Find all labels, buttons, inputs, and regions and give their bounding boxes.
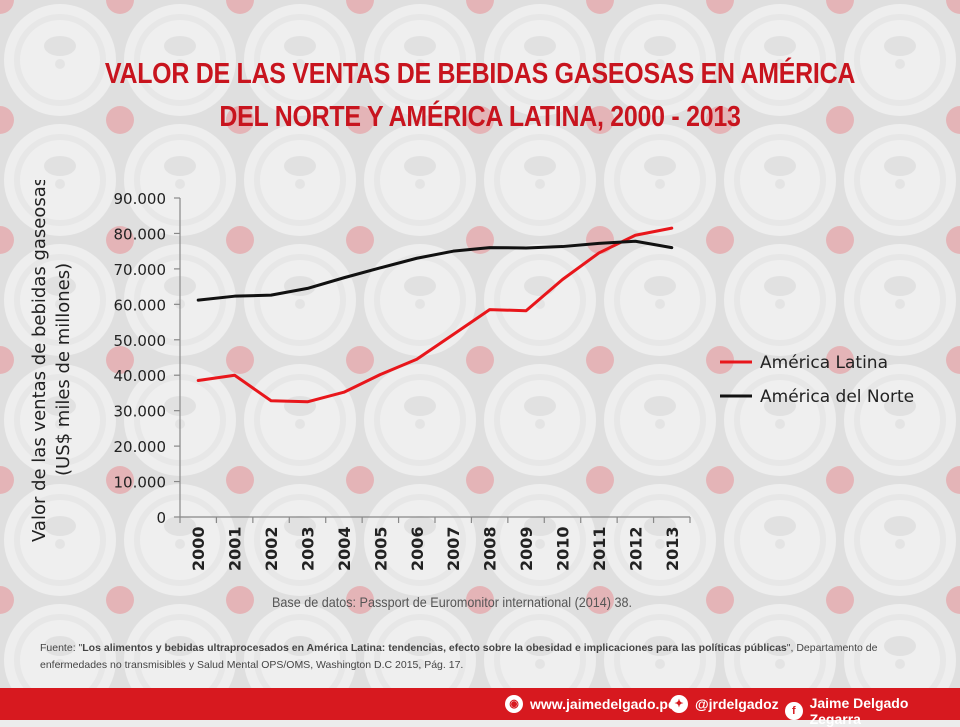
footer-twitter-text: @jrdelgadoz [695, 696, 779, 712]
y-tick-label: 30.000 [114, 403, 167, 421]
footnote-suffix: ", Departamento de enfermedades no trans… [40, 642, 878, 671]
y-tick-label: 0 [156, 509, 166, 527]
y-axis-title-line-1: Valor de las ventas de bebidas gaseosas [29, 180, 50, 542]
x-tick-label: 2009 [517, 526, 536, 571]
x-tick-label: 2007 [444, 526, 463, 571]
series-line-0 [196, 226, 674, 404]
x-tick-label: 2010 [554, 526, 573, 571]
legend-label: América Latina [760, 353, 888, 373]
footer-facebook-text: Jaime Delgado Zegarra [809, 695, 909, 727]
footer-twitter-link[interactable]: ✦ @jrdelgadoz [670, 695, 779, 713]
footnote: Fuente: "Los alimentos y bebidas ultrapr… [40, 640, 920, 674]
y-axis-ticks: 0 10.000 20.000 30.000 40.000 50.000 60.000 70.… [114, 190, 180, 527]
series-lines [196, 226, 674, 404]
y-tick-label: 40.000 [114, 367, 167, 385]
footnote-prefix: Fuente: " [40, 642, 83, 654]
x-tick-label: 2013 [663, 526, 682, 571]
x-tick-label: 2003 [299, 526, 318, 571]
y-tick-label: 60.000 [114, 296, 167, 314]
footer-website-link[interactable]: ◉ www.jaimedelgado.pe [505, 695, 676, 713]
page-title-line-1: VALOR DE LAS VENTAS DE BEBIDAS GASEOSAS … [104, 58, 856, 90]
x-axis-ticks: 2000 2001 2002 2003 2004 2005 2006 2007 2008 2009… [179, 517, 691, 571]
x-tick-label: 2011 [590, 526, 609, 571]
sales-line-chart: Valor de las ventas de bebidas gaseosas … [29, 180, 914, 571]
legend: América Latina América del Norte [720, 353, 914, 407]
footer-bar: ◉ www.jaimedelgado.pe ✦ @jrdelgadoz f Ja… [0, 688, 960, 727]
y-tick-label: 10.000 [114, 474, 167, 492]
series-line-1 [196, 239, 674, 302]
y-tick-label: 20.000 [114, 438, 167, 456]
x-tick-label: 2008 [481, 526, 500, 571]
legend-label: América del Norte [760, 387, 914, 407]
footnote-bold-title: Los alimentos y bebidas ultraprocesados … [82, 642, 787, 654]
twitter-icon: ✦ [670, 695, 688, 713]
x-tick-label: 2004 [335, 526, 354, 571]
data-source-note: Base de datos: Passport de Euromonitor i… [272, 594, 633, 610]
x-tick-label: 2002 [262, 526, 281, 571]
x-tick-label: 2001 [226, 526, 245, 571]
y-tick-label: 50.000 [114, 332, 167, 350]
x-tick-label: 2006 [408, 526, 427, 571]
y-axis-title: Valor de las ventas de bebidas gaseosas … [29, 180, 74, 542]
page-title-line-2: DEL NORTE Y AMÉRICA LATINA, 2000 - 2013 [219, 101, 741, 133]
x-tick-label: 2000 [189, 526, 208, 571]
footer-facebook-link[interactable]: f Jaime Delgado Zegarra [785, 695, 960, 727]
y-axis-title-line-2: (US$ miles de millones) [53, 263, 74, 476]
y-tick-label: 80.000 [114, 225, 167, 243]
x-tick-label: 2005 [371, 526, 390, 571]
globe-icon: ◉ [505, 695, 523, 713]
y-tick-label: 70.000 [114, 261, 167, 279]
x-tick-label: 2012 [626, 526, 645, 571]
facebook-icon: f [785, 702, 803, 720]
footer-website-text: www.jaimedelgado.pe [530, 696, 676, 712]
y-tick-label: 90.000 [114, 190, 167, 208]
